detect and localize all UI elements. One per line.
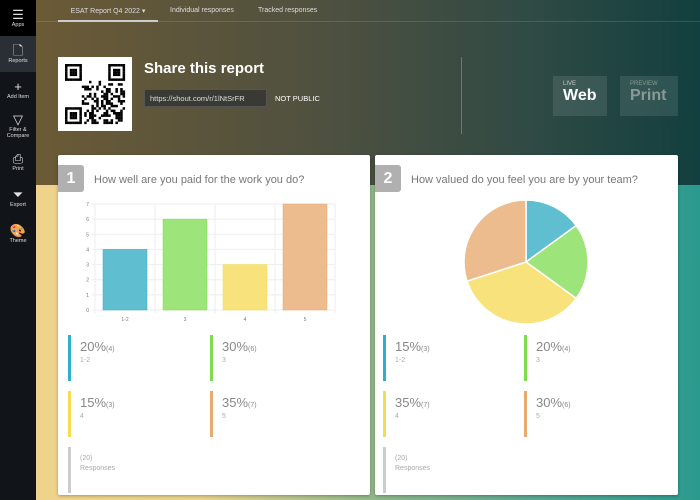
question-number: 1 xyxy=(58,165,84,192)
bar-3[interactable] xyxy=(162,218,208,311)
sidebar-item-filter-compare[interactable]: ▽ Filter & Compare xyxy=(6,111,30,139)
download-icon: ⏷ xyxy=(12,186,24,202)
y-tick-label: 0 xyxy=(86,308,89,314)
legend-item: 35%(7) 4 xyxy=(383,391,513,437)
sidebar-item-print[interactable]: ⎙ Print xyxy=(12,150,24,172)
sidebar-item-apps[interactable]: ☰ Apps xyxy=(0,0,36,36)
pie-slice-5[interactable] xyxy=(463,199,527,283)
x-tick-label: 1-2 xyxy=(121,317,128,323)
legend-item: 15%(3) 4 xyxy=(68,391,198,437)
tab-individual-responses[interactable]: Individual responses xyxy=(170,7,234,14)
visibility-status: NOT PUBLIC xyxy=(275,94,320,103)
sidebar: ☰ Apps 🗋 Reports + Add Item ▽ Filter & Compa… xyxy=(0,0,36,500)
y-tick-label: 7 xyxy=(86,202,89,208)
printer-icon: ⎙ xyxy=(12,150,24,166)
sidebar-item-export[interactable]: ⏷ Export xyxy=(10,186,26,208)
report-tabs: ESAT Report Q4 2022 ▾ Individual respons… xyxy=(36,0,700,22)
tab-esat-report[interactable]: ESAT Report Q4 2022 ▾ xyxy=(58,7,158,22)
bar-chart: 0 1 2 3 4 5 6 7 1-2 3 4 5 xyxy=(86,202,336,323)
legend-item: 30%(6) 5 xyxy=(524,391,654,437)
legend-item: 30%(6) 3 xyxy=(210,335,340,381)
palette-icon: 🎨 xyxy=(9,222,27,238)
y-tick-label: 6 xyxy=(86,217,89,223)
y-tick-label: 4 xyxy=(86,247,89,253)
y-tick-label: 3 xyxy=(86,263,89,269)
share-title: Share this report xyxy=(144,60,265,77)
pie-slice-4[interactable] xyxy=(466,261,578,325)
sidebar-item-theme[interactable]: 🎨 Theme xyxy=(9,222,27,244)
question-number: 2 xyxy=(375,165,401,192)
tab-tracked-responses[interactable]: Tracked responses xyxy=(258,7,318,14)
live-web-button[interactable]: LIVE Web xyxy=(553,76,607,116)
divider xyxy=(461,57,462,134)
bar-4[interactable] xyxy=(222,264,268,311)
x-tick-label: 3 xyxy=(184,317,187,323)
x-tick-label: 5 xyxy=(304,317,307,323)
y-tick-label: 5 xyxy=(86,232,89,238)
legend-item: 35%(7) 5 xyxy=(210,391,340,437)
bar-5[interactable] xyxy=(282,203,328,311)
share-url-field[interactable]: https://shout.com/r/1lNtSrFR xyxy=(144,89,267,107)
bar-1-2[interactable] xyxy=(102,249,148,311)
question-card-1: 1 How well are you paid for the work you… xyxy=(58,155,370,495)
list-icon: ☰ xyxy=(12,6,24,22)
x-tick-label: 4 xyxy=(244,317,247,323)
legend-total: (20) Responses xyxy=(68,447,198,493)
question-text: How well are you paid for the work you d… xyxy=(94,174,305,186)
question-card-2: 2 How valued do you feel you are by your… xyxy=(375,155,678,495)
legend-total: (20) Responses xyxy=(383,447,513,493)
pie-slice-1-2[interactable] xyxy=(525,199,578,264)
y-tick-label: 1 xyxy=(86,293,89,299)
question-text: How valued do you feel you are by your t… xyxy=(411,174,638,186)
plus-icon: + xyxy=(14,78,22,94)
preview-print-button[interactable]: PREVIEW Print xyxy=(620,76,678,116)
pie-chart xyxy=(463,199,589,325)
legend-item: 15%(3) 1-2 xyxy=(383,335,513,381)
filter-icon: ▽ xyxy=(13,111,23,127)
legend-item: 20%(4) 1-2 xyxy=(68,335,198,381)
document-icon: 🗋 xyxy=(12,42,24,58)
legend-item: 20%(4) 3 xyxy=(524,335,654,381)
pie-slice-3[interactable] xyxy=(524,224,589,300)
sidebar-item-add-item[interactable]: + Add Item xyxy=(6,78,29,100)
sidebar-item-reports[interactable]: 🗋 Reports xyxy=(0,36,36,72)
qr-code xyxy=(58,57,132,131)
y-tick-label: 2 xyxy=(86,278,89,284)
